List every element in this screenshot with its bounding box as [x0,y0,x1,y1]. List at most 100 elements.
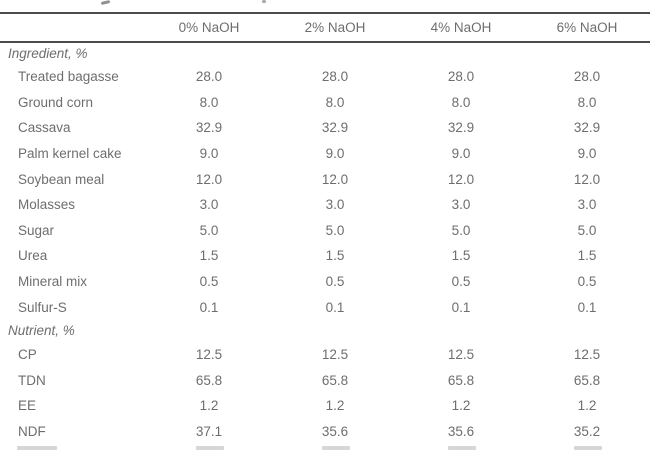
column-header-0pct-naoh: 0% NaOH [146,13,272,43]
cell-value: 12.5 [573,347,601,363]
cell-value: 32.9 [447,120,475,136]
row-label: CP [18,347,37,363]
caption-fragment [100,0,111,6]
cell-value: 28.0 [447,69,475,85]
cell-value: 12.0 [321,171,349,187]
row-label: Urea [18,248,48,264]
table-body: Ingredient, % Treated bagasse 28.0 28.0 … [0,42,650,444]
row-label: TDN [18,372,46,388]
cropped-caption-remnant [0,0,650,11]
cell-value: 8.0 [325,94,345,110]
column-header-6pct-naoh: 6% NaOH [524,13,650,43]
row-label: Nutrient, % [8,323,75,339]
cell-value: 3.0 [451,197,471,213]
cell-value: 0.1 [577,299,597,315]
cell-value: 1.2 [199,398,219,414]
row-label: Molasses [18,197,76,213]
cell-value: 9.0 [577,146,597,162]
header-stub-cell [0,13,146,43]
cell-value: 1.5 [325,248,345,264]
row-label: EE [18,398,37,414]
cell-value [524,42,650,64]
table-row: Nutrient, % [0,320,650,342]
cell-value: 12.0 [195,171,223,187]
cell-value: 0.5 [325,274,345,290]
cell-value: 0.1 [199,299,219,315]
row-label: Cassava [18,120,71,136]
table-row: Cassava 32.9 32.9 32.9 32.9 [0,115,650,141]
row-label: Treated bagasse [18,69,119,85]
cell-value [398,42,524,64]
cell-value: 1.5 [451,248,471,264]
cell-value: 8.0 [199,94,219,110]
table-row: NDF 37.1 35.6 35.6 35.2 [0,419,650,445]
caption-fragment [262,0,266,3]
table-header-row: 0% NaOH 2% NaOH 4% NaOH 6% NaOH [0,13,650,43]
row-label: NDF [18,424,46,440]
row-label: Sugar [18,222,55,238]
clipped-text-fragment [322,446,350,450]
cell-value: 28.0 [321,69,349,85]
cell-value: 9.0 [451,146,471,162]
column-header-4pct-naoh: 4% NaOH [398,13,524,43]
cell-value: 28.0 [195,69,223,85]
cell-value: 12.5 [321,347,349,363]
diet-composition-table: 0% NaOH 2% NaOH 4% NaOH 6% NaOH Ingredie… [0,12,650,444]
cell-value [146,42,272,64]
cell-value [398,320,524,342]
cell-value: 35.6 [321,424,349,440]
cell-value: 32.9 [573,120,601,136]
cell-value: 1.5 [199,248,219,264]
table-row: CP 12.5 12.5 12.5 12.5 [0,342,650,368]
cell-value: 65.8 [447,372,475,388]
cell-value: 9.0 [199,146,219,162]
cell-value: 5.0 [199,222,219,238]
cell-value: 5.0 [451,222,471,238]
table-row: Mineral mix 0.5 0.5 0.5 0.5 [0,269,650,295]
cell-value: 3.0 [577,197,597,213]
cell-value [146,320,272,342]
cell-value: 3.0 [325,197,345,213]
cell-value: 0.5 [199,274,219,290]
clipped-text-fragment [574,446,602,450]
cell-value: 5.0 [577,222,597,238]
cell-value [524,320,650,342]
cell-value: 32.9 [195,120,223,136]
table-row: Sulfur-S 0.1 0.1 0.1 0.1 [0,294,650,320]
cell-value: 0.5 [451,274,471,290]
cell-value: 65.8 [195,372,223,388]
cell-value: 0.1 [451,299,471,315]
cell-value: 28.0 [573,69,601,85]
table-row: Sugar 5.0 5.0 5.0 5.0 [0,218,650,244]
cell-value: 3.0 [199,197,219,213]
table-row: Molasses 3.0 3.0 3.0 3.0 [0,192,650,218]
cell-value: 12.5 [447,347,475,363]
row-label: Mineral mix [18,274,88,290]
cell-value: 37.1 [195,424,223,440]
cell-value: 1.2 [577,398,597,414]
table-row: Soybean meal 12.0 12.0 12.0 12.0 [0,166,650,192]
column-header-2pct-naoh: 2% NaOH [272,13,398,43]
cell-value: 35.6 [447,424,475,440]
table-row: TDN 65.8 65.8 65.8 65.8 [0,368,650,394]
clipped-text-fragment [448,446,476,450]
cell-value: 65.8 [573,372,601,388]
row-label: Soybean meal [18,171,105,187]
table-row: Treated bagasse 28.0 28.0 28.0 28.0 [0,64,650,90]
cell-value [272,320,398,342]
cell-value: 1.2 [451,398,471,414]
clipped-next-row [0,446,650,450]
clipped-text-fragment [196,446,224,450]
table-row: Ingredient, % [0,42,650,64]
cell-value: 12.5 [195,347,223,363]
cell-value: 5.0 [325,222,345,238]
cell-value: 12.0 [447,171,475,187]
cell-value: 8.0 [451,94,471,110]
cell-value: 35.2 [573,424,601,440]
clipped-text-fragment [17,446,57,450]
row-label: Ground corn [18,94,94,110]
cell-value: 0.5 [577,274,597,290]
table-row: Urea 1.5 1.5 1.5 1.5 [0,243,650,269]
cell-value: 0.1 [325,299,345,315]
